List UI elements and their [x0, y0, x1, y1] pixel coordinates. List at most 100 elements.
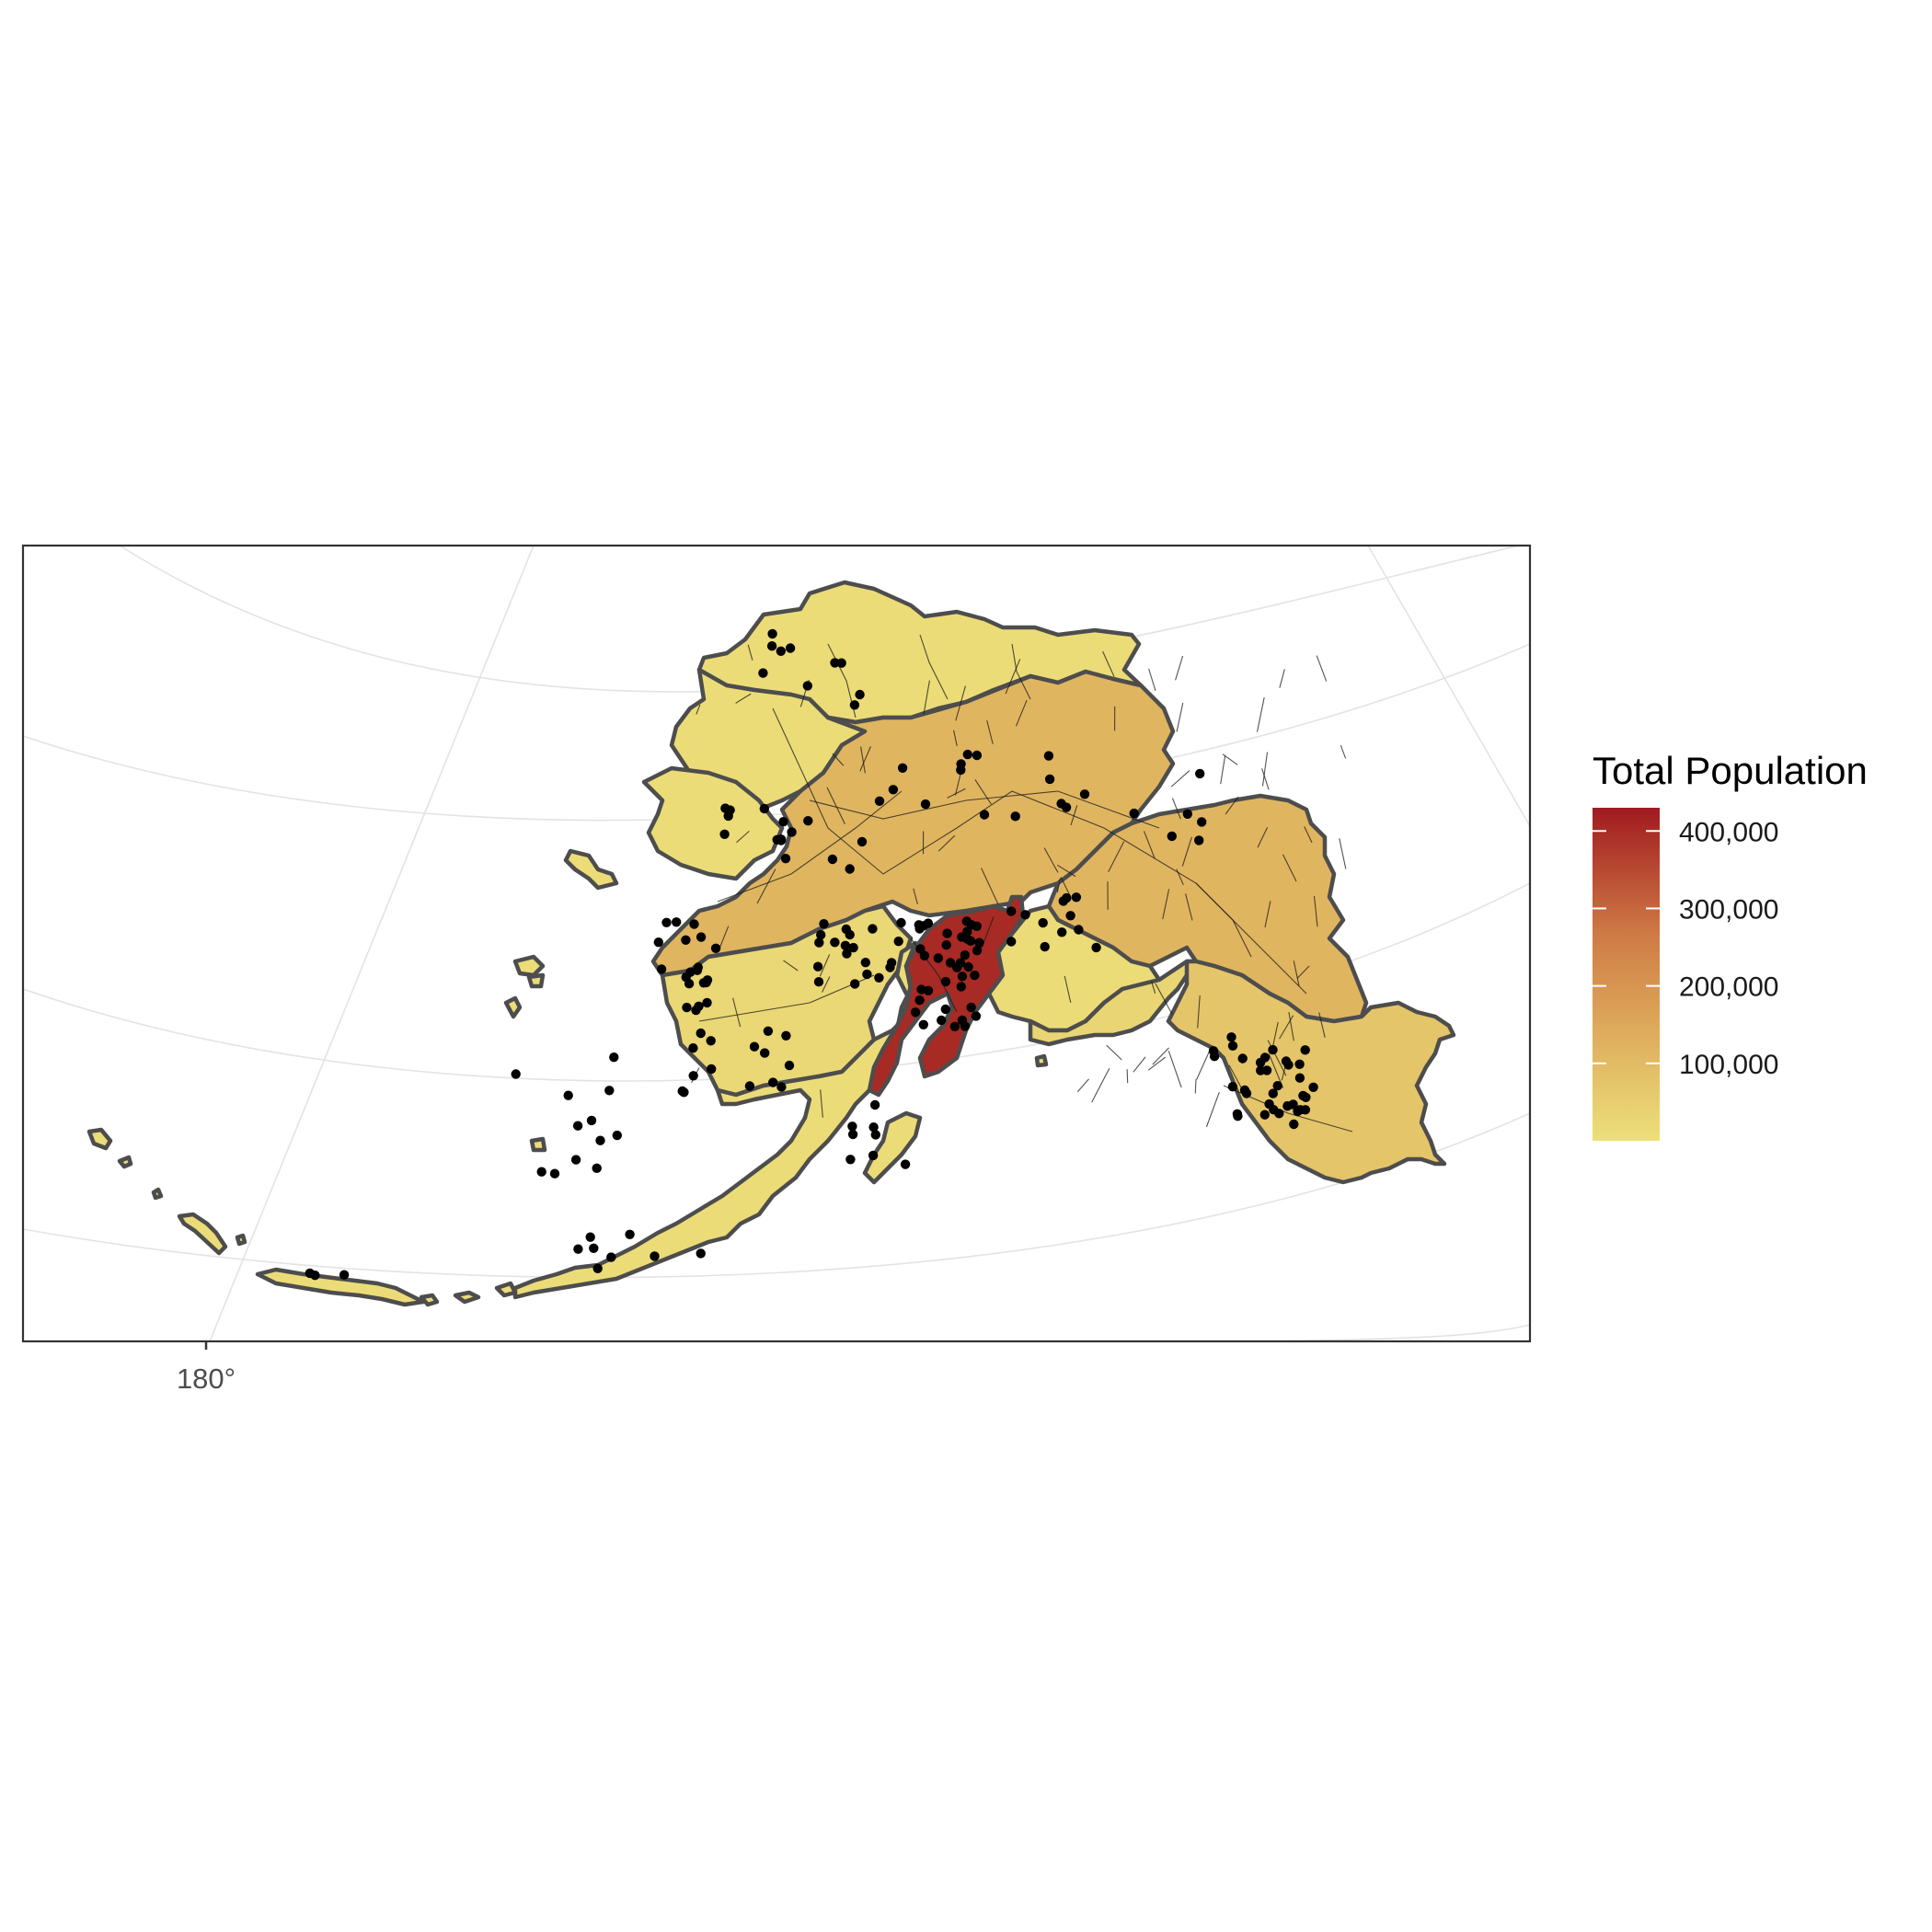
- community-point: [780, 854, 791, 864]
- community-point: [696, 932, 707, 942]
- river-tributary: [1205, 1092, 1220, 1128]
- community-point: [918, 921, 928, 931]
- community-point: [1071, 892, 1082, 903]
- river-tributary: [783, 960, 799, 972]
- community-point: [816, 930, 826, 940]
- river: [772, 707, 1307, 995]
- river-tributary: [820, 1089, 823, 1118]
- community-point: [573, 1244, 583, 1254]
- river-tributary: [819, 954, 831, 977]
- river-tributary: [1339, 838, 1347, 869]
- region-cook-inlet: [867, 894, 1026, 1098]
- river-tributary: [953, 730, 958, 746]
- community-point: [585, 1232, 595, 1242]
- river-tributary: [1143, 831, 1156, 859]
- river-tributary: [1279, 1015, 1294, 1040]
- legend: Total Population 400,000 300,000 200,000 10…: [1593, 749, 1868, 1141]
- community-point: [979, 810, 990, 820]
- river-tributary: [860, 746, 866, 774]
- region-island: [529, 1136, 547, 1153]
- river-tributary: [1340, 744, 1347, 759]
- community-point: [960, 950, 971, 960]
- community-point: [1233, 1111, 1243, 1121]
- community-point: [956, 759, 966, 769]
- community-point: [966, 1002, 976, 1013]
- community-point: [749, 1041, 760, 1052]
- community-point: [1227, 1041, 1238, 1052]
- legend-title: Total Population: [1593, 749, 1868, 792]
- community-point: [1289, 1119, 1299, 1130]
- river-tributary: [1005, 659, 1021, 695]
- community-point: [688, 1043, 698, 1053]
- community-point: [857, 836, 868, 847]
- community-point: [681, 935, 691, 945]
- community-point: [957, 972, 968, 982]
- community-point: [920, 799, 931, 810]
- community-point: [1006, 906, 1017, 916]
- community-point: [1074, 925, 1084, 935]
- community-point: [1129, 808, 1139, 819]
- community-point: [702, 975, 713, 985]
- legend-tick-label: 200,000: [1679, 972, 1778, 1003]
- community-point: [1237, 1053, 1248, 1064]
- community-point: [702, 997, 712, 1008]
- community-point: [723, 811, 733, 822]
- river-tributary: [747, 644, 753, 661]
- community-point: [962, 934, 972, 944]
- community-point: [1056, 799, 1066, 809]
- legend-colorbar: [1593, 808, 1660, 1141]
- community-point: [1043, 751, 1054, 761]
- community-point: [960, 1021, 971, 1031]
- community-point: [860, 958, 870, 968]
- river-tributary: [1316, 655, 1328, 682]
- river-tributary: [1064, 975, 1072, 1004]
- river-tributary: [1151, 981, 1156, 994]
- river-tributary: [981, 868, 999, 905]
- community-point: [650, 1251, 660, 1261]
- river-tributary: [955, 685, 966, 721]
- community-point: [847, 1121, 857, 1132]
- river-tributary: [1056, 878, 1061, 893]
- river-tributary: [735, 693, 752, 704]
- river: [1011, 643, 1031, 700]
- community-point: [1259, 1052, 1271, 1063]
- community-point: [870, 1130, 880, 1140]
- region-island: [563, 848, 619, 891]
- community-point: [689, 919, 699, 929]
- community-point: [888, 785, 899, 795]
- community-point: [694, 1001, 704, 1012]
- community-point: [778, 817, 788, 827]
- community-point: [961, 916, 972, 926]
- community-point: [763, 1026, 774, 1037]
- community-point: [842, 949, 852, 959]
- river-tributary: [913, 888, 918, 904]
- community-point: [1010, 811, 1020, 822]
- community-point: [847, 1129, 858, 1140]
- community-point: [1226, 1032, 1236, 1042]
- community-point: [656, 964, 667, 974]
- community-point: [845, 1155, 856, 1165]
- community-point: [949, 1021, 960, 1032]
- community-point: [874, 972, 884, 983]
- community-point: [972, 946, 983, 956]
- community-point: [784, 1060, 795, 1071]
- community-point: [868, 1150, 879, 1161]
- community-point: [1057, 927, 1067, 937]
- community-point: [1044, 774, 1055, 785]
- community-point: [1020, 910, 1030, 920]
- community-point: [563, 1090, 573, 1100]
- community-point: [612, 1130, 622, 1141]
- community-point: [1006, 937, 1017, 947]
- river: [698, 974, 875, 1022]
- river-tributary: [1256, 696, 1265, 732]
- community-point: [1079, 789, 1090, 799]
- legend-tick-label: 400,000: [1679, 817, 1778, 847]
- community-point: [910, 1007, 921, 1018]
- river-tributary: [826, 787, 845, 824]
- river-tributary: [1155, 983, 1173, 1015]
- community-point: [1065, 911, 1075, 921]
- community-point: [1062, 892, 1072, 903]
- community-point: [766, 641, 777, 651]
- community-point: [862, 969, 872, 980]
- community-point: [940, 1004, 950, 1015]
